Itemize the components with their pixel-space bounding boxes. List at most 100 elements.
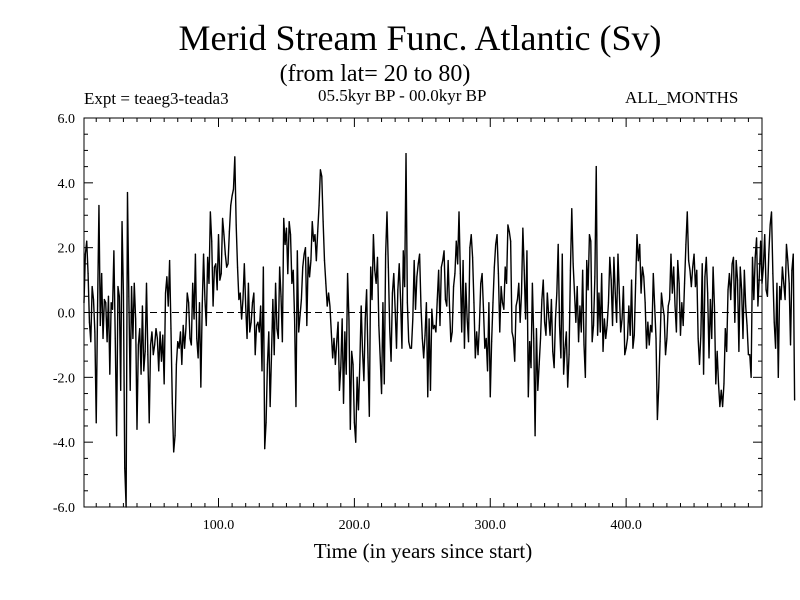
data-point bbox=[304, 247, 307, 249]
data-point bbox=[92, 298, 95, 301]
data-point bbox=[616, 321, 618, 323]
y-tick-label: 2.0 bbox=[58, 242, 76, 257]
data-point bbox=[557, 243, 559, 246]
data-point bbox=[186, 292, 188, 294]
data-point bbox=[322, 221, 324, 223]
data-point bbox=[357, 409, 360, 411]
data-point bbox=[459, 273, 461, 275]
data-point bbox=[715, 383, 717, 385]
data-point bbox=[435, 331, 437, 333]
data-point bbox=[383, 383, 385, 385]
data-point bbox=[762, 266, 764, 268]
data-point bbox=[109, 373, 111, 375]
data-point bbox=[149, 344, 152, 346]
data-point bbox=[152, 354, 154, 356]
data-point bbox=[188, 302, 190, 304]
data-point bbox=[156, 337, 158, 340]
data-point bbox=[342, 402, 345, 404]
data-point bbox=[738, 350, 740, 352]
data-point bbox=[783, 282, 785, 284]
data-point bbox=[217, 234, 220, 236]
data-point bbox=[609, 256, 611, 258]
data-point bbox=[230, 204, 232, 207]
data-point bbox=[380, 392, 383, 395]
data-point bbox=[90, 341, 92, 343]
data-point bbox=[587, 289, 589, 291]
data-point bbox=[277, 337, 279, 340]
data-point bbox=[465, 282, 467, 284]
data-point bbox=[535, 328, 538, 330]
data-point bbox=[550, 298, 553, 301]
series-line bbox=[83, 152, 796, 508]
data-point bbox=[133, 282, 135, 284]
data-point bbox=[409, 347, 411, 349]
data-point bbox=[159, 331, 161, 333]
data-point bbox=[289, 234, 292, 236]
data-point bbox=[705, 256, 707, 258]
data-point bbox=[670, 253, 672, 255]
data-point bbox=[655, 337, 657, 340]
data-point bbox=[332, 357, 334, 359]
data-point bbox=[130, 285, 133, 288]
data-point bbox=[648, 344, 650, 346]
data-point bbox=[147, 354, 149, 356]
data-point bbox=[745, 305, 747, 307]
data-point bbox=[239, 292, 241, 294]
data-point bbox=[569, 269, 572, 271]
data-point bbox=[404, 285, 406, 288]
data-point bbox=[595, 166, 597, 168]
data-point bbox=[128, 295, 130, 297]
data-point bbox=[338, 389, 341, 391]
months-label: ALL_MONTHS bbox=[625, 88, 739, 107]
data-point bbox=[485, 337, 487, 340]
data-point bbox=[360, 305, 362, 307]
data-point bbox=[717, 383, 720, 385]
data-point bbox=[685, 243, 687, 246]
data-point bbox=[300, 298, 302, 301]
data-point bbox=[492, 302, 494, 304]
data-point bbox=[546, 292, 548, 294]
data-point bbox=[216, 289, 218, 291]
data-point bbox=[689, 269, 691, 271]
data-point bbox=[773, 321, 775, 323]
data-point bbox=[281, 341, 283, 343]
data-point bbox=[628, 305, 630, 307]
data-point bbox=[178, 347, 180, 349]
data-point bbox=[344, 331, 346, 333]
data-point bbox=[558, 324, 561, 327]
data-point bbox=[761, 282, 763, 284]
data-point bbox=[787, 260, 789, 262]
data-point bbox=[163, 383, 165, 385]
data-point bbox=[352, 363, 354, 365]
data-point bbox=[253, 292, 255, 294]
data-point bbox=[318, 204, 320, 207]
data-point bbox=[280, 295, 282, 297]
chart-subtitle: (from lat= 20 to 80) bbox=[279, 61, 471, 87]
data-point bbox=[144, 350, 146, 352]
data-point bbox=[584, 376, 586, 378]
data-point bbox=[573, 292, 576, 294]
data-point bbox=[272, 298, 274, 301]
data-point bbox=[125, 506, 127, 508]
x-tick-label: 400.0 bbox=[610, 518, 642, 533]
data-point bbox=[645, 347, 648, 349]
data-point bbox=[433, 324, 436, 327]
data-point bbox=[632, 347, 634, 349]
data-point bbox=[387, 266, 389, 268]
data-point bbox=[622, 285, 625, 288]
data-point bbox=[614, 292, 616, 294]
data-point bbox=[501, 302, 504, 304]
data-point bbox=[784, 298, 786, 301]
data-point bbox=[160, 360, 163, 362]
data-point bbox=[137, 344, 139, 346]
data-point bbox=[349, 428, 351, 430]
data-point bbox=[198, 302, 201, 304]
data-point bbox=[683, 282, 686, 284]
data-point bbox=[333, 337, 335, 340]
data-point bbox=[580, 331, 582, 333]
data-point bbox=[480, 282, 482, 284]
data-point bbox=[491, 341, 493, 343]
data-point bbox=[323, 260, 326, 262]
data-point bbox=[292, 269, 294, 271]
data-point bbox=[590, 240, 592, 242]
